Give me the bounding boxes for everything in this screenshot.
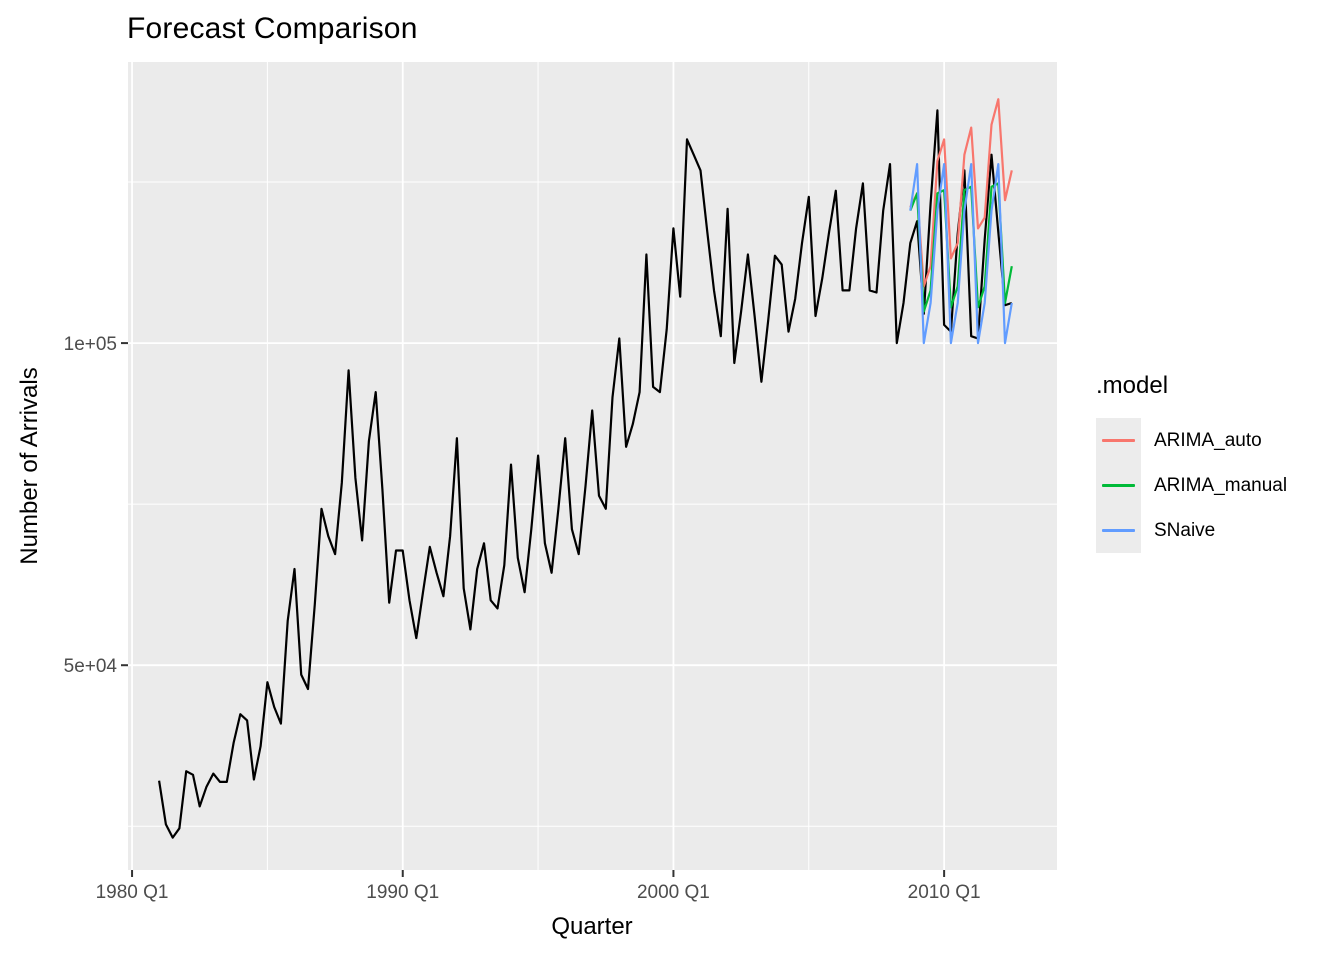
- arima-manual-line-swatch: [1102, 484, 1135, 487]
- plot-panel: [128, 62, 1057, 870]
- legend-item-arima-auto: ARIMA_auto: [1096, 418, 1287, 463]
- plot-title: Forecast Comparison: [127, 12, 418, 45]
- legend-key-arima-manual: [1096, 463, 1141, 508]
- snaive-line-swatch: [1102, 529, 1135, 532]
- legend-key-arima-auto: [1096, 418, 1141, 463]
- legend-label-arima-manual: ARIMA_manual: [1154, 474, 1288, 496]
- x-tick-label: 1990 Q1: [366, 882, 439, 903]
- arima-auto-line-swatch: [1102, 439, 1135, 442]
- legend-label-snaive: SNaive: [1154, 519, 1216, 541]
- snaive-forecast-line: [909, 163, 1013, 345]
- y-tick-label: 5e+04: [64, 656, 118, 677]
- legend-title: .model: [1096, 372, 1169, 399]
- arima-auto-forecast-line: [909, 98, 1013, 288]
- x-tick-label: 2010 Q1: [908, 882, 981, 903]
- x-tick-label: 2000 Q1: [637, 882, 710, 903]
- y-tick-label: 1e+05: [64, 334, 117, 355]
- legend-item-arima-manual: ARIMA_manual: [1096, 463, 1287, 508]
- legend-item-snaive: SNaive: [1096, 508, 1287, 553]
- legend-key-snaive: [1096, 508, 1141, 553]
- observed-series-line: [158, 109, 1013, 839]
- y-axis-title: Number of Arrivals: [16, 367, 43, 565]
- x-axis-title: Quarter: [551, 913, 633, 940]
- legend-label-arima-auto: ARIMA_auto: [1154, 429, 1262, 451]
- legend: .model ARIMA_auto ARIMA_manual SNaive: [1096, 372, 1287, 553]
- x-tick-label: 1980 Q1: [96, 882, 169, 903]
